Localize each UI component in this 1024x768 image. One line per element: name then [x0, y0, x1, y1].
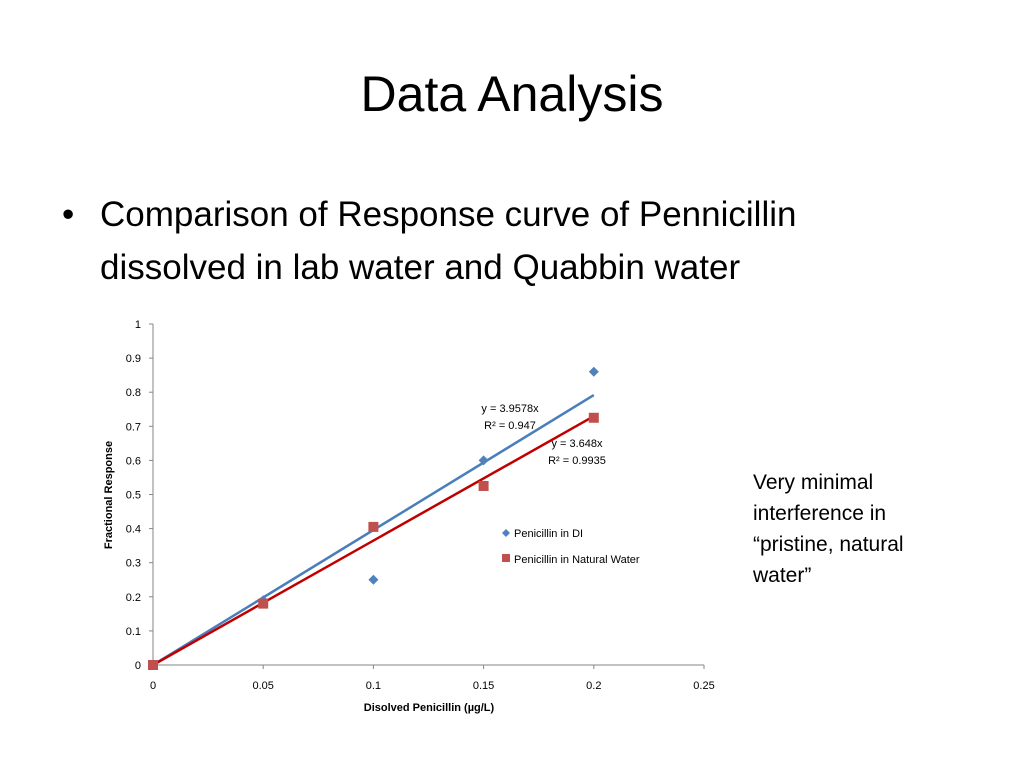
y-tick-label: 1: [135, 319, 141, 331]
x-tick-labels: 0 0.05 0.1 0.15 0.2 0.25: [150, 665, 715, 692]
data-point-natural: [588, 412, 599, 423]
legend-label-di: Penicillin in DI: [514, 528, 583, 540]
x-tick-label: 0.15: [473, 680, 494, 692]
y-tick-label: 0.4: [126, 524, 141, 536]
chart-legend: Penicillin in DI Penicillin in Natural W…: [502, 528, 640, 566]
trendline-equation-natural: y = 3.648x: [551, 438, 603, 450]
data-point-natural: [478, 480, 489, 491]
y-tick-label: 0.2: [126, 592, 141, 604]
x-tick-label: 0.1: [366, 680, 381, 692]
bullet-marker: •: [62, 195, 75, 234]
side-note: Very minimal interference in “pristine, …: [753, 471, 904, 587]
y-tick-label: 0.3: [126, 558, 141, 570]
x-axis-title: Disolved Penicillin (µg/L): [364, 702, 495, 714]
x-tick-label: 0.2: [586, 680, 601, 692]
trendline-natural: [152, 415, 595, 667]
data-point-di: [478, 455, 489, 466]
data-point-di: [368, 574, 379, 585]
x-tick-label: 0.25: [693, 680, 714, 692]
data-point-natural: [148, 660, 158, 670]
y-axis-title: Fractional Response: [103, 441, 115, 549]
trendline-r2-di: R² = 0.947: [484, 420, 536, 432]
trendline-r2-natural: R² = 0.9935: [548, 455, 606, 467]
y-tick-label: 0.1: [126, 626, 141, 638]
legend-marker-di: [502, 529, 510, 537]
y-tick-label: 0.7: [126, 421, 141, 433]
y-tick-labels: 0 0.1 0.2 0.3 0.4 0.5 0.6 0.7 0.8 0.9 1: [126, 319, 153, 672]
legend-marker-natural: [502, 554, 510, 562]
data-points: [148, 366, 599, 670]
legend-label-natural: Penicillin in Natural Water: [514, 554, 640, 566]
trendline-equation-di: y = 3.9578x: [481, 403, 539, 415]
y-tick-label: 0.5: [126, 490, 141, 502]
slide-title: Data Analysis: [360, 66, 664, 122]
y-tick-label: 0: [135, 660, 141, 672]
response-curve-chart: 0 0.1 0.2 0.3 0.4 0.5 0.6 0.7 0.8 0.9 1 0 0.05 0.1 0.…: [103, 319, 715, 714]
y-tick-label: 0.8: [126, 387, 141, 399]
data-point-natural: [368, 521, 379, 532]
y-tick-label: 0.6: [126, 455, 141, 467]
bullet-text: Comparison of Response curve of Pennicil…: [100, 195, 797, 287]
y-tick-label: 0.9: [126, 353, 141, 365]
data-point-natural: [258, 598, 269, 609]
x-tick-label: 0.05: [252, 680, 273, 692]
x-tick-label: 0: [150, 680, 156, 692]
data-point-di: [588, 366, 599, 377]
